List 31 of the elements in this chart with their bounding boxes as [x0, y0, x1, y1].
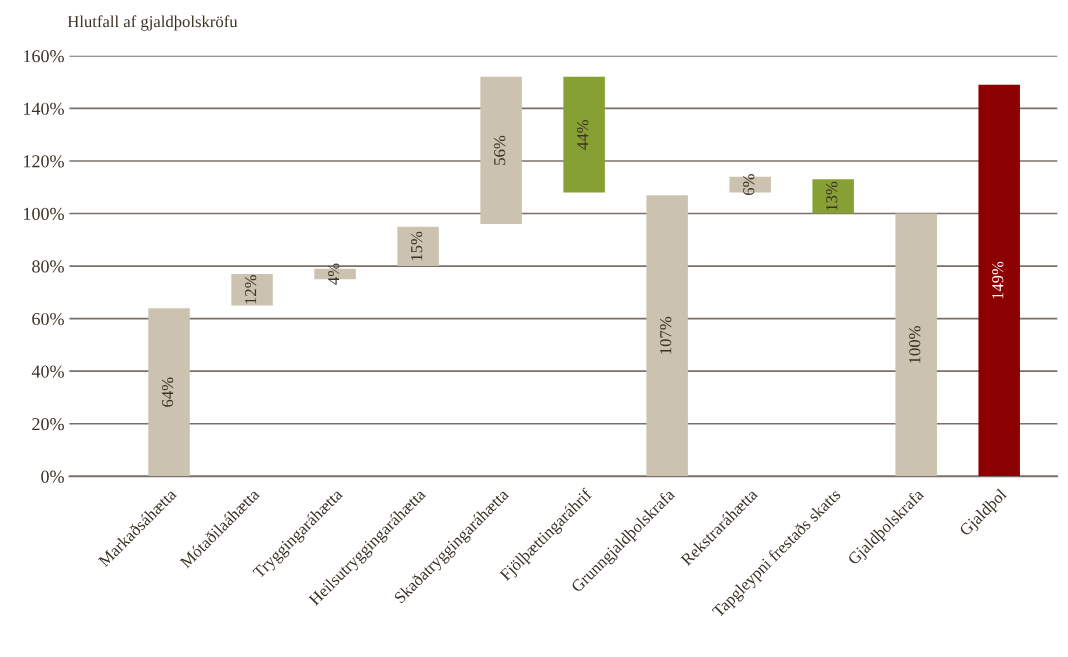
- data-label: 107%: [660, 316, 672, 354]
- bar: [397, 226, 439, 267]
- y-axis-title: Hlutfall af gjaldþolskröfu: [67, 15, 238, 31]
- bar: [231, 273, 273, 306]
- y-tick-label: 160%: [24, 50, 64, 63]
- bar: [895, 213, 937, 477]
- data-label: 56%: [494, 135, 506, 165]
- bar: [812, 179, 854, 214]
- bar: [480, 76, 522, 225]
- data-label: 13%: [826, 181, 838, 211]
- y-tick-label: 60%: [32, 312, 64, 326]
- y-tick-label: 20%: [32, 418, 64, 431]
- data-label: 6%: [743, 174, 755, 196]
- data-label: 4%: [328, 263, 340, 285]
- data-label: 44%: [577, 119, 589, 150]
- y-tick-label: 100%: [24, 207, 64, 221]
- y-tick-label: 120%: [24, 155, 64, 168]
- y-tick-label: 80%: [32, 260, 64, 273]
- data-label: 12%: [244, 275, 257, 304]
- data-label: 100%: [909, 326, 921, 363]
- y-tick-label: 140%: [24, 102, 64, 115]
- bar: [978, 84, 1020, 477]
- data-label: 149%: [992, 261, 1004, 299]
- data-label: 64%: [161, 377, 174, 407]
- data-label: 15%: [411, 231, 423, 261]
- y-tick-label: 40%: [31, 365, 64, 378]
- y-tick-label: 0%: [41, 470, 64, 483]
- bar: [148, 308, 190, 477]
- bar: [563, 76, 605, 193]
- bar: [646, 195, 688, 477]
- bar: [729, 176, 771, 193]
